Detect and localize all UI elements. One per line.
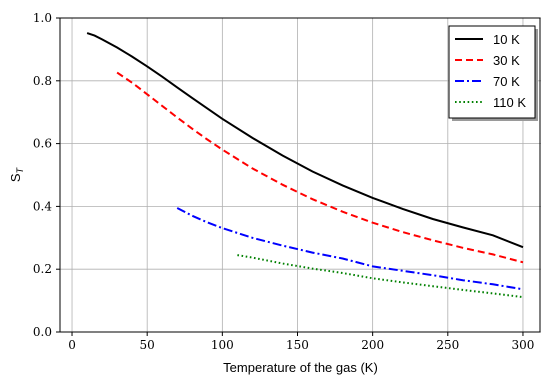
legend-label: 70 K <box>493 74 520 89</box>
y-tick-label: 0.0 <box>33 325 52 339</box>
y-tick-label: 0.6 <box>33 137 52 151</box>
series-line <box>116 71 524 264</box>
y-axis-label: ST <box>8 166 25 182</box>
series-line <box>86 32 524 249</box>
series-line <box>237 254 524 299</box>
plot-frame <box>59 17 541 333</box>
x-tick-label: 150 <box>286 338 309 352</box>
x-tick-label: 200 <box>361 338 384 352</box>
y-tick-label: 0.8 <box>33 74 52 88</box>
series-line <box>176 207 524 291</box>
x-tick-label: 50 <box>140 338 155 352</box>
x-tick-label: 0 <box>68 338 76 352</box>
x-tick-label: 100 <box>211 338 234 352</box>
legend-label: 10 K <box>493 32 520 47</box>
y-tick-label: 0.2 <box>33 262 52 276</box>
x-tick-label: 300 <box>512 338 535 352</box>
x-tick-label: 250 <box>436 338 459 352</box>
legend-box <box>448 25 536 119</box>
y-axis-label-sub: T <box>15 166 25 173</box>
legend-label: 30 K <box>493 53 520 68</box>
x-axis-label: Temperature of the gas (K) <box>223 360 378 375</box>
legend-label: 110 K <box>493 95 526 110</box>
y-tick-label: 0.4 <box>33 199 52 213</box>
y-axis-label-main: S <box>8 173 23 182</box>
y-tick-label: 1.0 <box>33 11 52 25</box>
legend: 10 K 30 K 70 K 110 K <box>448 25 538 121</box>
series-layer <box>86 32 524 299</box>
ticks: 0 50 100 150 200 250 300 0.0 0.2 0.4 0.6 0.8 1.0 <box>33 11 535 352</box>
